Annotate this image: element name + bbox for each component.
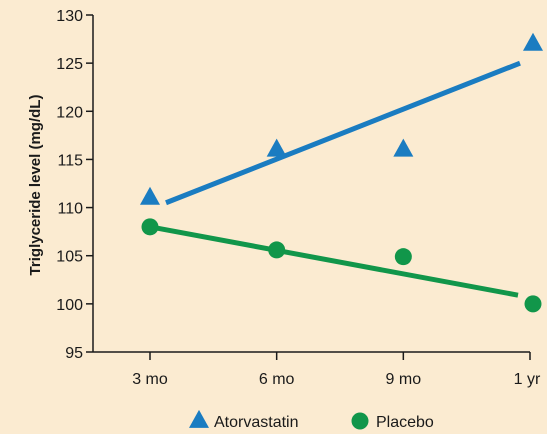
y-tick-label: 125 xyxy=(56,56,83,73)
point-atorvastatin xyxy=(266,138,287,157)
legend: Atorvastatin Placebo xyxy=(189,409,434,431)
point-atorvastatin xyxy=(523,32,543,51)
y-tick-label: 105 xyxy=(56,249,83,266)
y-tick-label: 95 xyxy=(65,345,83,362)
legend-label-atorvastatin: Atorvastatin xyxy=(214,414,298,431)
point-atorvastatin xyxy=(140,186,160,205)
y-tick-label: 115 xyxy=(57,152,83,169)
trendlines xyxy=(149,60,521,298)
legend-marker-placebo xyxy=(351,412,369,430)
x-tick-label: 3 mo xyxy=(132,371,168,388)
y-tick-label: 120 xyxy=(56,104,83,121)
point-atorvastatin xyxy=(393,138,414,157)
trendline-placebo xyxy=(149,224,519,298)
legend-label-placebo: Placebo xyxy=(376,414,434,431)
point-placebo xyxy=(524,295,542,313)
markers xyxy=(140,32,543,313)
x-tick-label: 9 mo xyxy=(386,371,422,388)
point-placebo xyxy=(141,218,159,236)
axes xyxy=(92,15,530,353)
y-tick-label: 100 xyxy=(56,297,83,314)
y-tick-label: 110 xyxy=(57,201,83,218)
point-placebo xyxy=(394,248,412,266)
x-tick-label: 1 yr xyxy=(514,371,541,388)
point-placebo xyxy=(268,241,286,259)
y-tick-label: 130 xyxy=(56,8,83,25)
y-ticks: 95 100 105 110 115 120 125 130 xyxy=(56,8,93,362)
trendline-atorvastatin xyxy=(165,60,521,206)
x-ticks: 3 mo 6 mo 9 mo 1 yr xyxy=(132,352,541,388)
x-tick-label: 6 mo xyxy=(259,371,295,388)
legend-marker-atorvastatin xyxy=(189,409,209,428)
y-axis-title: Triglyceride level (mg/dL) xyxy=(27,95,44,276)
